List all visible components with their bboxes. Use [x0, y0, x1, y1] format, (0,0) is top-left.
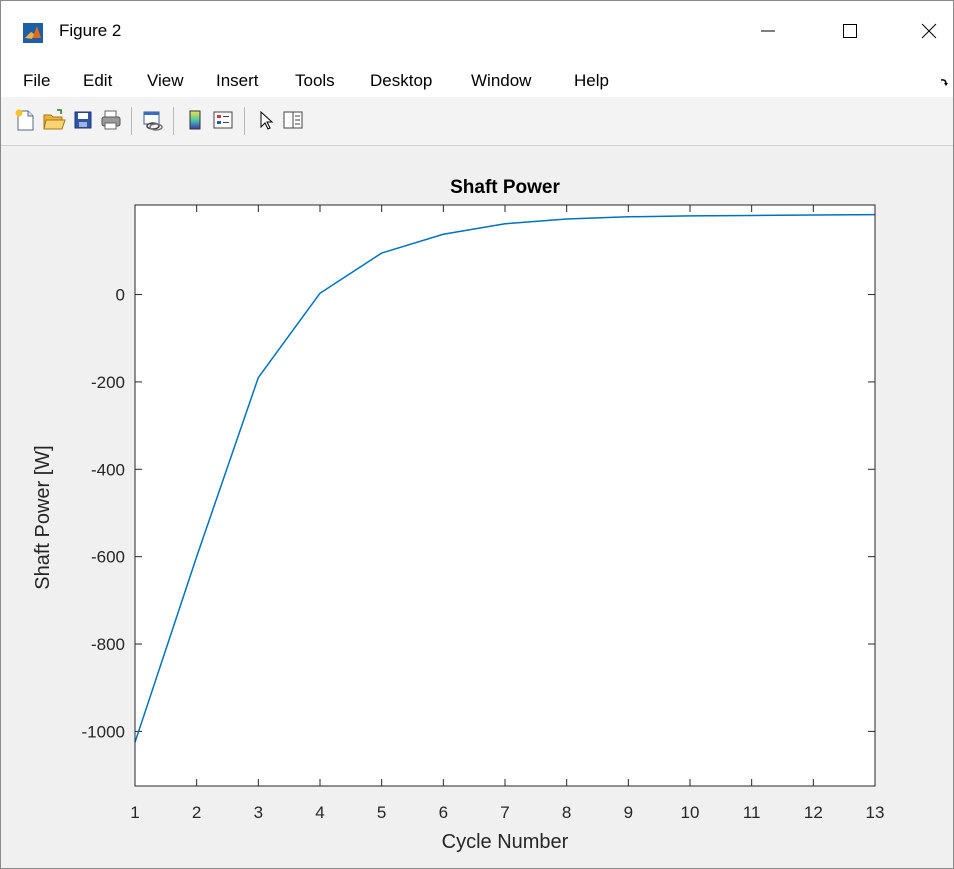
- menu-tools[interactable]: Tools: [295, 71, 335, 90]
- property-editor-icon: [283, 111, 303, 129]
- x-tick-label: 7: [500, 803, 509, 822]
- chart-title: Shaft Power: [450, 177, 560, 198]
- y-tick-label: -400: [91, 460, 125, 479]
- maximize-icon: [843, 24, 857, 38]
- matlab-logo-icon: [23, 23, 43, 43]
- pointer-button[interactable]: [254, 107, 278, 133]
- minimize-button[interactable]: [746, 13, 790, 49]
- toolbar-separator: [244, 107, 245, 135]
- close-icon: [921, 23, 937, 39]
- y-tick-label: -200: [91, 373, 125, 392]
- title-bar[interactable]: Figure 2: [1, 1, 953, 61]
- toolbar: [1, 97, 953, 146]
- shaft-power-chart[interactable]: 1 2 3 4 5 6 7 8 9 10 11 12 13-1000-800-600-400-2000 …: [1, 146, 953, 868]
- new-figure-button[interactable]: [13, 107, 37, 133]
- link-plot-icon: [143, 111, 163, 131]
- x-tick-label: 1: [130, 803, 139, 822]
- x-tick-label: 3: [254, 803, 263, 822]
- menu-file[interactable]: File: [23, 71, 51, 90]
- menu-desktop[interactable]: Desktop: [370, 71, 433, 90]
- save-button[interactable]: [71, 107, 95, 133]
- property-editor-button[interactable]: [281, 107, 305, 133]
- close-button[interactable]: [907, 13, 951, 49]
- colorbar-button[interactable]: [183, 107, 207, 133]
- open-folder-icon: [43, 109, 66, 130]
- x-tick-label: 4: [315, 803, 324, 822]
- window-title: Figure 2: [59, 21, 122, 40]
- legend-button[interactable]: [211, 107, 235, 133]
- figure-canvas: 1 2 3 4 5 6 7 8 9 10 11 12 13 -1000 -800 -600 -400 -200 0 …: [1, 146, 953, 868]
- toolbar-separator: [131, 107, 132, 135]
- open-button[interactable]: [42, 107, 66, 133]
- axes-background: [135, 205, 875, 786]
- y-tick-label: -1000: [82, 722, 125, 741]
- minimize-icon: [761, 30, 775, 32]
- series-line: [134, 213, 876, 743]
- x-tick-label: 11: [743, 803, 761, 822]
- y-axis-label: Shaft Power [W]: [32, 445, 54, 590]
- x-tick-label: 13: [866, 803, 885, 822]
- axes-box: [134, 204, 876, 787]
- dock-arrow-icon[interactable]: [939, 74, 949, 92]
- x-tick-label: 5: [377, 803, 386, 822]
- x-tick-label: 8: [562, 803, 571, 822]
- colorbar-icon: [189, 110, 201, 130]
- y-tick-label: -600: [91, 548, 125, 567]
- menu-help[interactable]: Help: [574, 71, 609, 90]
- menu-edit[interactable]: Edit: [83, 71, 113, 90]
- menu-view[interactable]: View: [147, 71, 184, 90]
- pointer-icon: [260, 110, 274, 130]
- x-tick-label: 10: [681, 803, 700, 822]
- maximize-button[interactable]: [828, 13, 872, 49]
- legend-icon: [213, 111, 233, 129]
- toolbar-separator: [173, 107, 174, 135]
- menu-insert[interactable]: Insert: [216, 71, 259, 90]
- y-tick-label: -800: [91, 635, 125, 654]
- menu-bar: File Edit View Insert Tools Desktop Wind…: [1, 61, 953, 97]
- print-button[interactable]: [99, 107, 123, 133]
- x-axis-label: Cycle Number: [442, 831, 569, 853]
- menu-window[interactable]: Window: [471, 71, 532, 90]
- save-icon: [74, 111, 92, 129]
- x-tick-label: 2: [192, 803, 201, 822]
- print-icon: [101, 110, 121, 130]
- link-plot-button[interactable]: [141, 107, 165, 133]
- x-tick-label: 9: [624, 803, 633, 822]
- x-tick-label: 12: [804, 803, 823, 822]
- new-figure-icon: [15, 109, 34, 131]
- y-tick-label: 0: [116, 286, 125, 305]
- x-tick-label: 6: [439, 803, 448, 822]
